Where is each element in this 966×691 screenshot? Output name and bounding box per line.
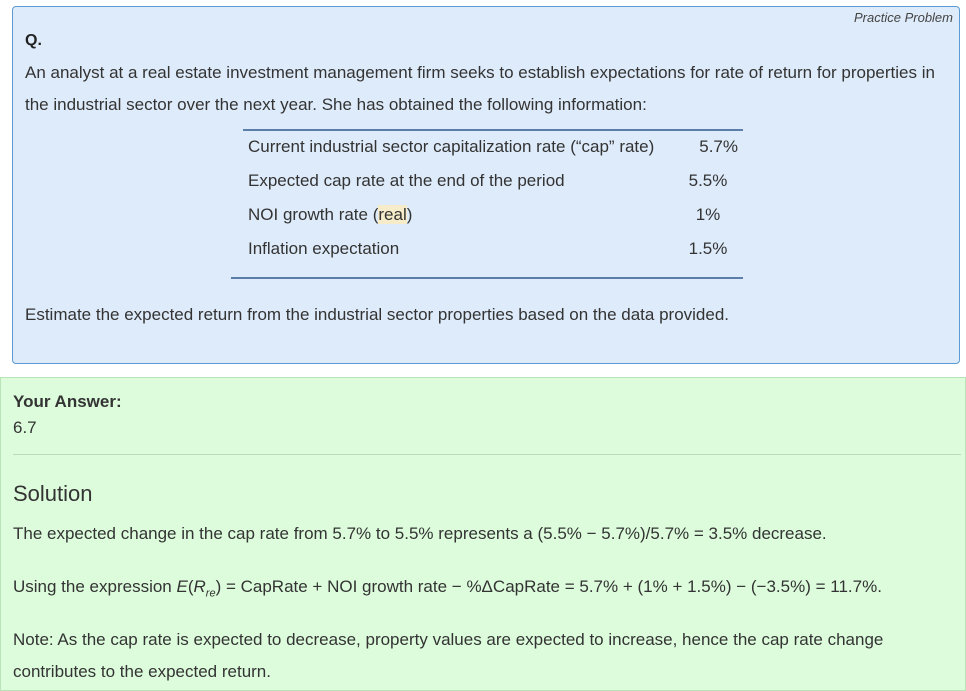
- label-suffix: ): [406, 205, 413, 224]
- table-row-value: 1%: [695, 205, 721, 224]
- solution-paragraph-2: Using the expression E(Rre) = CapRate + …: [13, 577, 882, 600]
- table-row-label: Expected cap rate at the end of the peri…: [248, 171, 565, 190]
- question-panel: Practice Problem Q. An analyst at a real…: [12, 6, 960, 364]
- table-row: Inflation expectation 1.5%: [243, 233, 743, 267]
- table-row-label: NOI growth rate (real): [248, 205, 412, 225]
- formula-r: R: [193, 577, 206, 596]
- task-text: Estimate the expected return from the in…: [25, 305, 730, 324]
- label-prefix: NOI growth rate (: [248, 205, 379, 224]
- question-text: An analyst at a real estate investment m…: [25, 63, 935, 114]
- divider: [13, 454, 961, 455]
- question-label: Q.: [25, 32, 42, 49]
- solution-paragraph-3: Note: As the cap rate is expected to dec…: [13, 630, 884, 681]
- table-row-value: 5.7%: [699, 137, 738, 156]
- data-table: Current industrial sector capitalization…: [243, 129, 743, 267]
- highlighted-term: real: [378, 205, 407, 224]
- your-answer-label: Your Answer:: [13, 392, 122, 411]
- answer-panel: Your Answer: 6.7 Solution The expected c…: [0, 377, 966, 691]
- formula-intro: Using the expression: [13, 577, 177, 596]
- table-row: Current industrial sector capitalization…: [243, 131, 743, 165]
- your-answer-value: 6.7: [13, 418, 37, 437]
- table-row: Expected cap rate at the end of the peri…: [243, 165, 743, 199]
- table-row-label: Current industrial sector capitalization…: [248, 137, 655, 156]
- table-bottom-rule: [231, 277, 743, 279]
- table-row-value: 1.5%: [688, 239, 728, 258]
- formula-e: E: [176, 577, 188, 596]
- formula-body: = CapRate + NOI growth rate − %ΔCapRate …: [221, 577, 882, 596]
- table-row-label: Inflation expectation: [248, 239, 400, 258]
- practice-problem-badge: Practice Problem: [854, 10, 953, 25]
- solution-title: Solution: [13, 481, 93, 506]
- table-row-value: 5.5%: [688, 171, 728, 190]
- solution-paragraph-1: The expected change in the cap rate from…: [13, 524, 827, 543]
- formula-subscript: re: [205, 587, 216, 600]
- table-row: NOI growth rate (real) 1%: [243, 199, 743, 233]
